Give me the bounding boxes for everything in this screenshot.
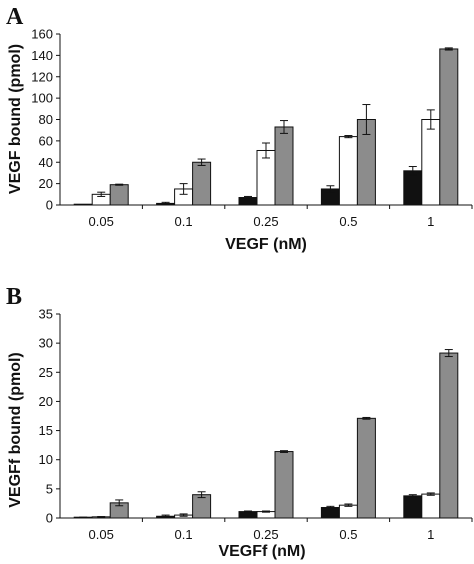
panel-a-y-tick-label: 140 — [31, 48, 53, 63]
panel-b-bar-white — [338, 504, 358, 519]
panel-b-y-tick-label: 10 — [39, 452, 53, 467]
panel-a-bar-gray — [109, 184, 129, 206]
panel-b-y-tick-label: 35 — [39, 307, 53, 322]
panel-b-y-tick-label: 5 — [46, 481, 53, 496]
panel-a-x-tick-label: 0.25 — [253, 214, 278, 229]
panel-a-bar-gray — [192, 161, 212, 206]
panel-b-y-tick-label: 25 — [39, 365, 53, 380]
panel-a-x-axis-label: VEGF (nM) — [225, 236, 307, 253]
panel-a-error-bar — [179, 183, 188, 195]
panel-b-error-bar — [280, 450, 288, 453]
panel-b-error-bar — [262, 510, 270, 513]
panel-a-error-bar — [97, 191, 106, 197]
panel-a-plot: 0 20 40 60 80 100 120 140 160 0.05 0.1 0.25 0.5 1 — [31, 27, 473, 229]
panel-b-error-bar — [326, 505, 335, 510]
panel-a-y-tick-label: 100 — [31, 91, 53, 106]
panel-b-error-bar — [362, 416, 371, 420]
panel-b-x-tick-label: 0.05 — [89, 527, 114, 542]
panel-a-y-tick-label: 20 — [39, 176, 53, 191]
panel-b-x-axis-label: VEGFf (nM) — [218, 543, 305, 560]
panel-b-bar-gray — [192, 494, 212, 519]
panel-a-bar-black — [73, 203, 93, 206]
panel-b-error-bar — [79, 516, 88, 519]
panel-a-bar-white — [338, 136, 358, 206]
panel-a-y-tick-label: 80 — [39, 112, 53, 127]
panel-b-y-tick-label: 30 — [39, 336, 53, 351]
panel-b-y-tick-label: 15 — [39, 423, 53, 438]
panel-a-error-bar — [262, 142, 270, 159]
panel-b-x-tick-label: 1 — [427, 527, 434, 542]
panel-a-bar-gray — [439, 48, 459, 206]
panel-b-error-bar — [115, 499, 124, 507]
panel-b-error-bar — [444, 349, 453, 358]
panel-b-error-bar — [161, 514, 170, 518]
panel-a-y-axis-label: VEGF bound (pmol) — [7, 44, 24, 194]
panel-a-y-tick-label: 160 — [31, 27, 53, 42]
panel-b-y-tick-label: 0 — [46, 511, 53, 526]
panel-a-error-bar — [408, 166, 417, 176]
panel-a-error-bar — [280, 120, 288, 134]
panel-a-error-bar — [362, 104, 371, 135]
panel-a-error-bar — [344, 135, 353, 139]
panel-a-error-bar — [197, 158, 206, 166]
panel-a-y-tick-label: 120 — [31, 69, 53, 84]
panel-b: B 0 5 10 15 20 25 30 35 0.05 0.1 0.25 0.5 1 VEGFf (n… — [6, 284, 473, 560]
panel-b-bar-gray — [356, 417, 376, 519]
panel-b-error-bar — [197, 491, 206, 499]
panel-a-bar-white — [256, 149, 276, 206]
panel-a-x-tick-label: 0.1 — [175, 214, 193, 229]
panel-b-plot: 0 5 10 15 20 25 30 35 0.05 0.1 0.25 0.5 1 — [39, 307, 473, 542]
panel-a: A 0 20 40 60 80 100 120 140 160 0.05 0.1 0.25 0.5 1 V… — [6, 4, 473, 253]
panel-a-error-bar — [161, 201, 170, 205]
panel-b-y-axis-label: VEGFf bound (pmol) — [7, 352, 24, 508]
panel-b-error-bar — [244, 510, 252, 513]
panel-b-error-bar — [408, 494, 417, 498]
panel-b-label: B — [6, 284, 22, 310]
panel-b-error-bar — [344, 503, 353, 507]
panel-b-bar-gray — [439, 352, 459, 519]
panel-a-y-tick-label: 0 — [46, 198, 53, 213]
panel-a-bar-gray — [274, 126, 294, 206]
panel-a-error-bar — [444, 47, 453, 51]
panel-b-x-tick-label: 0.1 — [175, 527, 193, 542]
panel-b-x-tick-label: 0.5 — [339, 527, 357, 542]
panel-b-error-bar — [179, 513, 188, 517]
panel-b-y-tick-label: 20 — [39, 394, 53, 409]
panel-a-error-bar — [244, 195, 252, 200]
panel-a-error-bar — [326, 185, 335, 193]
panel-b-error-bar — [97, 516, 106, 518]
panel-a-bar-white — [421, 119, 441, 206]
panel-b-error-bar — [426, 492, 435, 496]
panel-a-error-bar — [115, 183, 124, 186]
panel-b-bar-gray — [274, 451, 294, 519]
panel-b-x-tick-label: 0.25 — [253, 527, 278, 542]
panel-a-y-tick-label: 40 — [39, 155, 53, 170]
panel-a-x-tick-label: 1 — [427, 214, 434, 229]
panel-a-label: A — [6, 4, 24, 30]
panel-a-error-bar — [426, 109, 435, 130]
panel-a-bar-black — [403, 170, 423, 206]
panel-a-x-tick-label: 0.05 — [89, 214, 114, 229]
panel-a-y-tick-label: 60 — [39, 133, 53, 148]
panel-b-bar-white — [421, 493, 441, 519]
panel-b-bar-black — [403, 495, 423, 519]
panel-a-x-tick-label: 0.5 — [339, 214, 357, 229]
